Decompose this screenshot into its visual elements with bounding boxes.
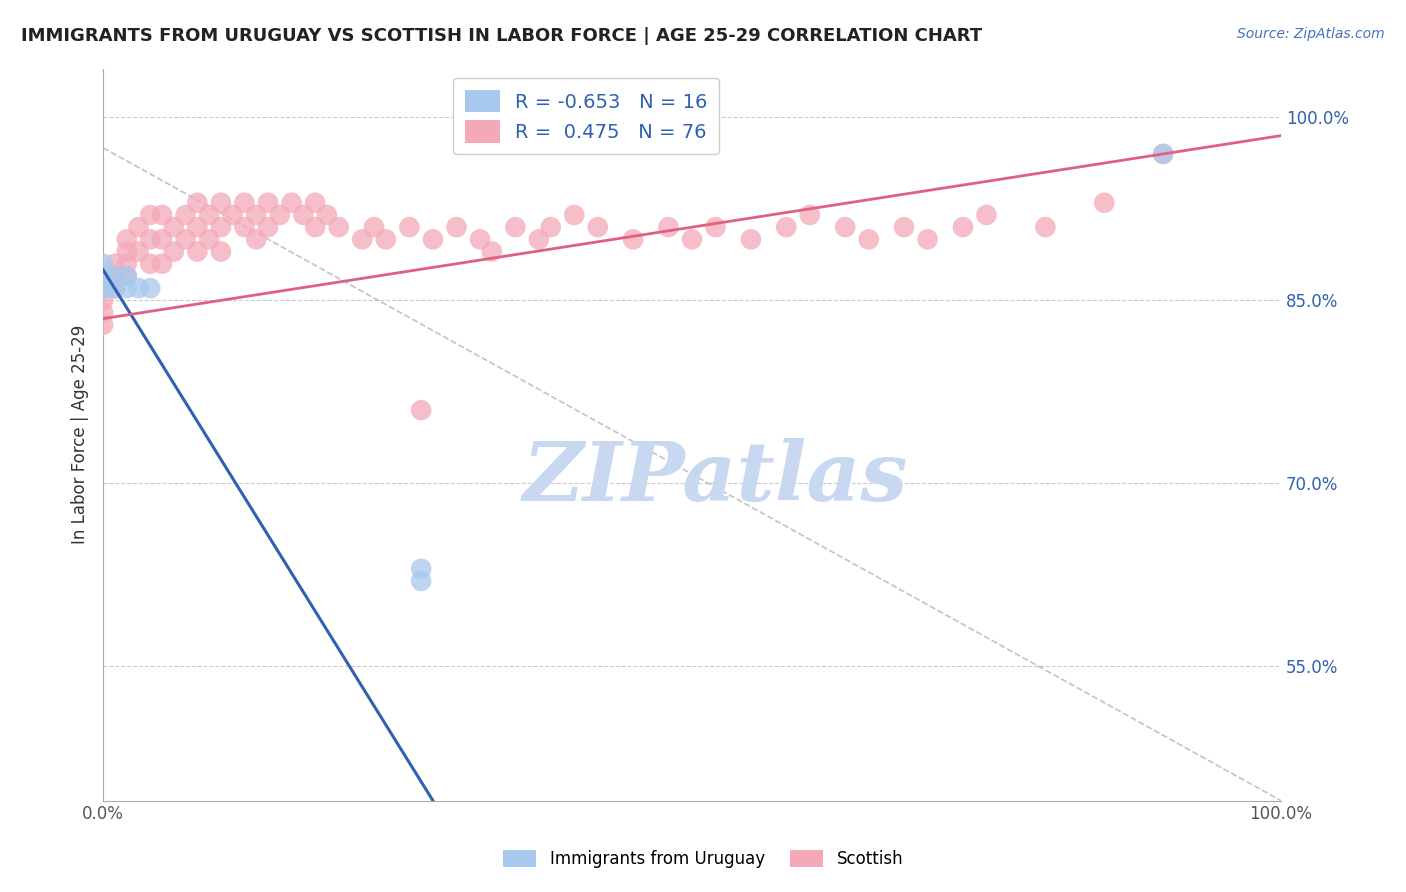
Point [917, 232, 939, 246]
Point [91, 305, 114, 319]
Point [115, 257, 138, 271]
Point [952, 220, 974, 235]
Text: Source: ZipAtlas.com: Source: ZipAtlas.com [1237, 27, 1385, 41]
Point [115, 268, 138, 283]
Point [704, 220, 727, 235]
Point [139, 257, 162, 271]
Point [150, 232, 173, 246]
Point [681, 232, 703, 246]
Point [209, 220, 232, 235]
Point [446, 220, 468, 235]
Point [245, 232, 267, 246]
Point [799, 208, 821, 222]
Point [245, 208, 267, 222]
Point [127, 220, 149, 235]
Point [1152, 147, 1174, 161]
Point [150, 257, 173, 271]
Point [163, 220, 186, 235]
Point [91, 318, 114, 332]
Point [540, 220, 562, 235]
Point [257, 195, 280, 210]
Point [186, 220, 208, 235]
Point [257, 220, 280, 235]
Point [621, 232, 644, 246]
Point [505, 220, 527, 235]
Point [363, 220, 385, 235]
Point [115, 281, 138, 295]
Point [411, 574, 433, 588]
Point [233, 220, 256, 235]
Point [292, 208, 315, 222]
Point [91, 281, 114, 295]
Point [91, 257, 114, 271]
Point [328, 220, 350, 235]
Point [127, 281, 149, 295]
Point [139, 281, 162, 295]
Point [163, 244, 186, 259]
Point [893, 220, 915, 235]
Point [304, 220, 326, 235]
Y-axis label: In Labor Force | Age 25-29: In Labor Force | Age 25-29 [72, 325, 89, 544]
Legend: R = -0.653   N = 16, R =  0.475   N = 76: R = -0.653 N = 16, R = 0.475 N = 76 [453, 78, 720, 154]
Point [304, 195, 326, 210]
Point [91, 268, 114, 283]
Point [115, 244, 138, 259]
Point [233, 195, 256, 210]
Point [527, 232, 550, 246]
Point [91, 281, 114, 295]
Point [186, 244, 208, 259]
Point [976, 208, 998, 222]
Point [104, 281, 127, 295]
Text: ZIPatlas: ZIPatlas [523, 439, 908, 518]
Point [1152, 147, 1174, 161]
Point [422, 232, 444, 246]
Point [91, 281, 114, 295]
Point [858, 232, 880, 246]
Point [834, 220, 856, 235]
Point [115, 268, 138, 283]
Point [562, 208, 585, 222]
Point [775, 220, 797, 235]
Point [481, 244, 503, 259]
Point [209, 244, 232, 259]
Point [280, 195, 302, 210]
Text: IMMIGRANTS FROM URUGUAY VS SCOTTISH IN LABOR FORCE | AGE 25-29 CORRELATION CHART: IMMIGRANTS FROM URUGUAY VS SCOTTISH IN L… [21, 27, 983, 45]
Point [411, 562, 433, 576]
Point [198, 208, 221, 222]
Point [91, 268, 114, 283]
Legend: Immigrants from Uruguay, Scottish: Immigrants from Uruguay, Scottish [496, 843, 910, 875]
Point [91, 281, 114, 295]
Point [209, 195, 232, 210]
Point [104, 281, 127, 295]
Point [1035, 220, 1057, 235]
Point [221, 208, 243, 222]
Point [374, 232, 396, 246]
Point [174, 232, 197, 246]
Point [740, 232, 762, 246]
Point [1092, 195, 1115, 210]
Point [316, 208, 339, 222]
Point [586, 220, 609, 235]
Point [198, 232, 221, 246]
Point [468, 232, 491, 246]
Point [174, 208, 197, 222]
Point [411, 403, 433, 417]
Point [269, 208, 291, 222]
Point [127, 244, 149, 259]
Point [115, 232, 138, 246]
Point [104, 268, 127, 283]
Point [186, 195, 208, 210]
Point [104, 257, 127, 271]
Point [104, 268, 127, 283]
Point [139, 232, 162, 246]
Point [91, 268, 114, 283]
Point [352, 232, 374, 246]
Point [91, 293, 114, 308]
Point [657, 220, 679, 235]
Point [398, 220, 420, 235]
Point [150, 208, 173, 222]
Point [91, 281, 114, 295]
Point [139, 208, 162, 222]
